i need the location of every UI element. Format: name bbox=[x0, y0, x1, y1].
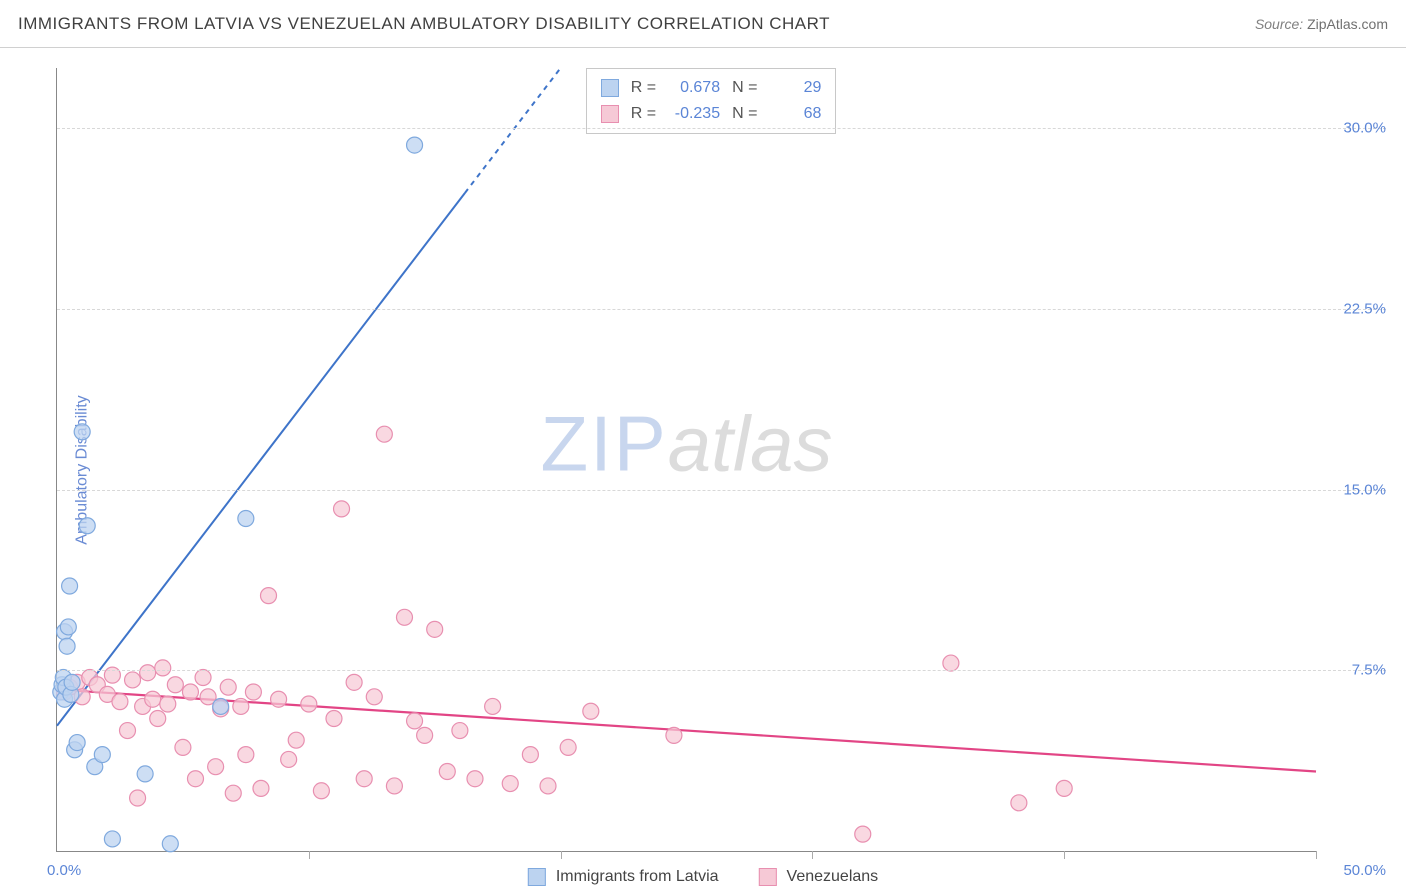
source-label: Source: bbox=[1255, 16, 1307, 32]
stats-row-series1: R = 0.678 N = 29 bbox=[601, 75, 822, 101]
legend-item-1: Immigrants from Latvia bbox=[528, 868, 719, 886]
legend-label-2: Venezuelans bbox=[787, 868, 879, 886]
stat-n-label-2: N = bbox=[732, 105, 757, 123]
stats-row-series2: R = -0.235 N = 68 bbox=[601, 101, 822, 127]
y-tick-label: 7.5% bbox=[1352, 662, 1386, 679]
stat-n-value-1: 29 bbox=[769, 79, 821, 97]
y-tick-label: 15.0% bbox=[1343, 481, 1386, 498]
legend-swatch-2 bbox=[759, 868, 777, 886]
x-tick bbox=[309, 851, 310, 859]
x-origin-label: 0.0% bbox=[47, 862, 81, 879]
gridline bbox=[57, 309, 1386, 310]
x-tick bbox=[812, 851, 813, 859]
gridline bbox=[57, 670, 1386, 671]
swatch-series2 bbox=[601, 105, 619, 123]
x-tick bbox=[1064, 851, 1065, 859]
y-tick-label: 22.5% bbox=[1343, 300, 1386, 317]
x-max-label: 50.0% bbox=[1343, 862, 1386, 879]
stat-r-label-2: R = bbox=[631, 105, 656, 123]
plot-region: ZIPatlas R = 0.678 N = 29 R = -0.235 N =… bbox=[56, 68, 1316, 852]
stat-n-value-2: 68 bbox=[769, 105, 821, 123]
chart-header: IMMIGRANTS FROM LATVIA VS VENEZUELAN AMB… bbox=[0, 0, 1406, 48]
legend-swatch-1 bbox=[528, 868, 546, 886]
swatch-series1 bbox=[601, 79, 619, 97]
chart-title: IMMIGRANTS FROM LATVIA VS VENEZUELAN AMB… bbox=[18, 14, 830, 34]
plot-svg bbox=[57, 68, 1316, 851]
legend-label-1: Immigrants from Latvia bbox=[556, 868, 719, 886]
source-credit: Source: ZipAtlas.com bbox=[1255, 16, 1388, 32]
chart-area: Ambulatory Disability ZIPatlas R = 0.678… bbox=[0, 48, 1406, 892]
gridline bbox=[57, 490, 1386, 491]
gridline bbox=[57, 128, 1386, 129]
source-value: ZipAtlas.com bbox=[1307, 16, 1388, 32]
x-tick bbox=[1316, 851, 1317, 859]
stat-n-label-1: N = bbox=[732, 79, 757, 97]
bottom-legend: Immigrants from Latvia Venezuelans bbox=[528, 868, 878, 886]
stat-r-value-1: 0.678 bbox=[668, 79, 720, 97]
x-tick bbox=[561, 851, 562, 859]
legend-item-2: Venezuelans bbox=[759, 868, 879, 886]
stats-legend-box: R = 0.678 N = 29 R = -0.235 N = 68 bbox=[586, 68, 837, 134]
stat-r-label-1: R = bbox=[631, 79, 656, 97]
y-tick-label: 30.0% bbox=[1343, 120, 1386, 137]
stat-r-value-2: -0.235 bbox=[668, 105, 720, 123]
